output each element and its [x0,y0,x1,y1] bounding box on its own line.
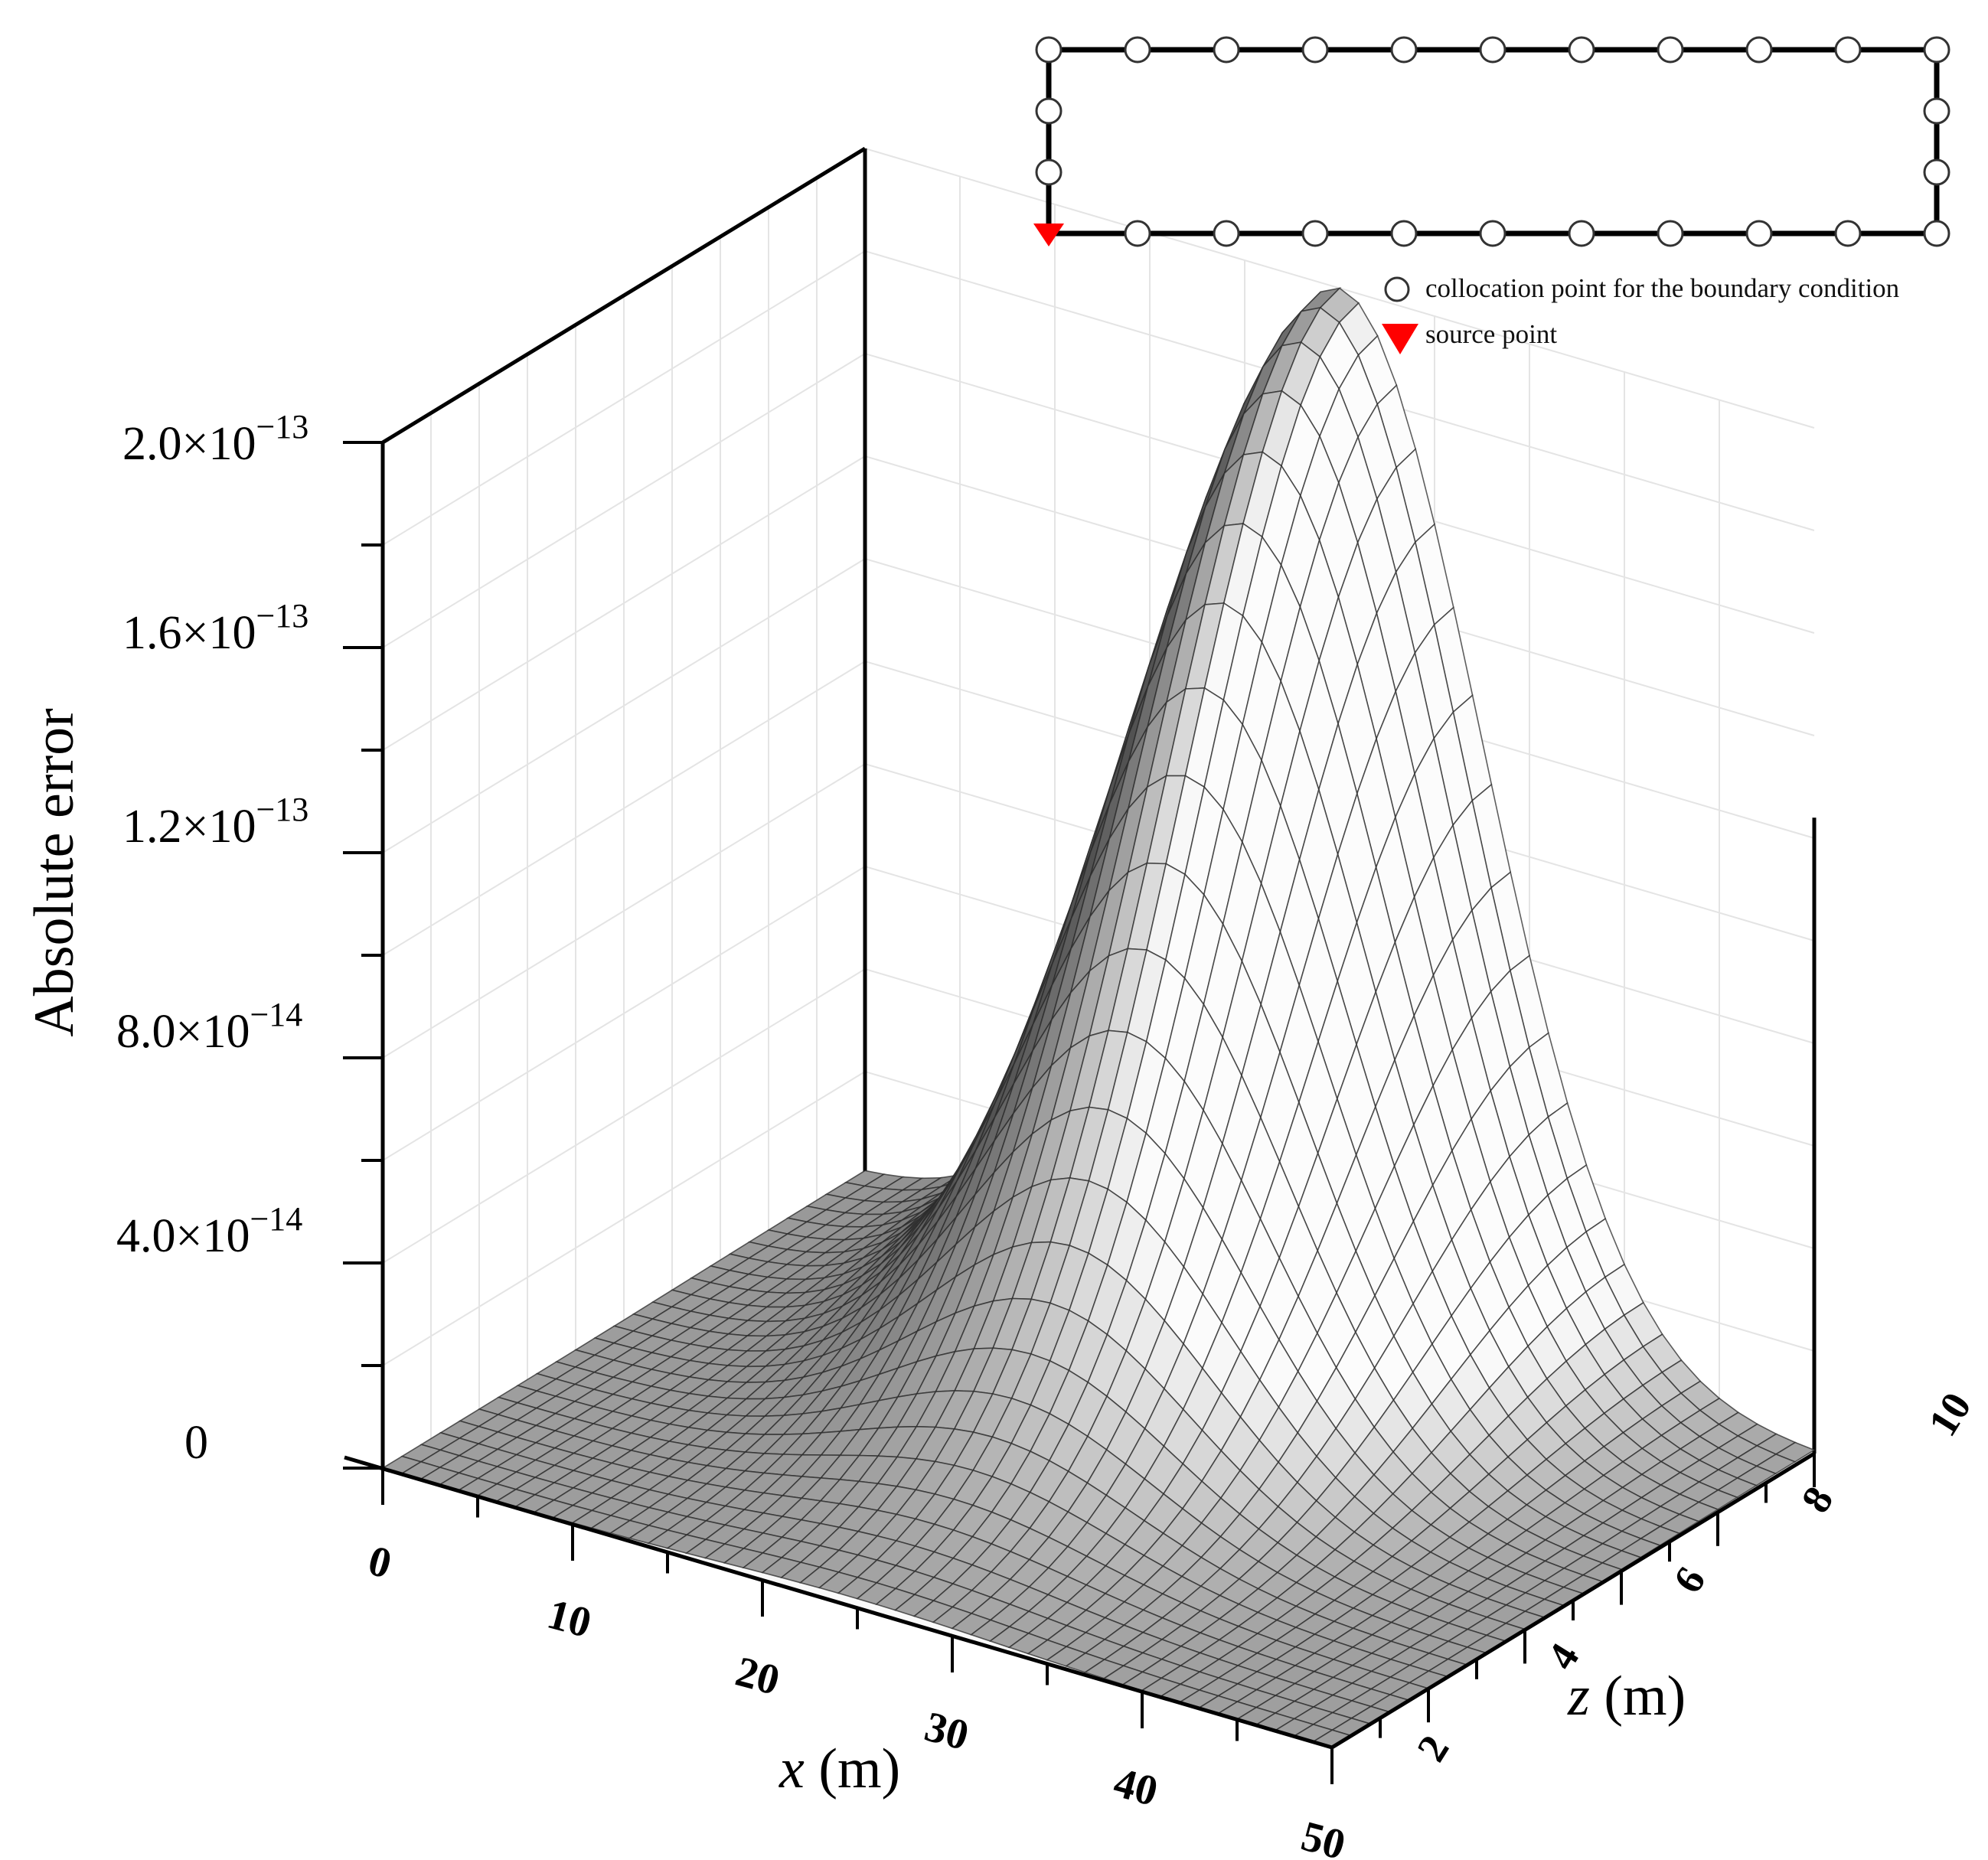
x-tick-label: 40 [1109,1759,1163,1816]
inset-collocation-point [1834,220,1862,247]
inset-collocation-points [1035,36,1950,247]
inset-collocation-point [1301,36,1329,64]
legend-label-source: source point [1425,319,1557,349]
inset-collocation-point [1035,36,1063,64]
z-tick-label: 8.0×10−14 [116,996,302,1058]
inset-collocation-point [1035,97,1063,125]
x-tick-label: 50 [1297,1813,1350,1860]
inset-collocation-point [1035,158,1063,186]
x-tick-label: 10 [543,1591,596,1647]
inset-collocation-point [1568,36,1595,64]
inset-collocation-point [1124,220,1151,247]
inset-collocation-point [1213,36,1240,64]
inset-collocation-point [1923,36,1950,64]
inset-boundary-rect [1046,47,1940,237]
legend-circle-icon [1384,276,1410,302]
x-tick-label: 30 [920,1703,974,1760]
z-depth-axis-label: z (m) [1567,1665,1686,1728]
inset-collocation-point [1390,36,1418,64]
x-axis-label: x (m) [779,1738,900,1800]
legend-label-collocation: collocation point for the boundary condi… [1425,273,1899,303]
inset-collocation-point [1213,220,1240,247]
legend-triangle-icon [1382,324,1418,354]
z-tick-label: 4.0×10−14 [116,1200,302,1262]
inset-collocation-point [1479,220,1507,247]
depth-tick-label: 8 [1792,1479,1842,1521]
inset-collocation-point [1834,36,1862,64]
inset-boundary-diagram [1033,36,1950,247]
wall-frame-line [381,146,867,445]
legend: collocation point for the boundary condi… [1382,273,1899,354]
x-tick-label: 0 [364,1537,397,1588]
depth-tick-label: 2 [1408,1728,1458,1770]
z-tick-label: 2.0×10−13 [122,408,308,470]
inset-collocation-point [1124,36,1151,64]
depth-tick-label: 6 [1664,1559,1714,1601]
inset-collocation-point [1301,220,1329,247]
inset-collocation-point [1657,220,1684,247]
inset-collocation-point [1745,36,1773,64]
error-surface [381,287,1816,1748]
inset-collocation-point [1745,220,1773,247]
inset-collocation-point [1568,220,1595,247]
z-tick-label: 1.6×10−13 [122,597,308,659]
z-tick-labels: 0 4.0×10−14 8.0×10−14 1.2×10−13 1.6×10−1… [116,408,308,1469]
inset-collocation-point [1657,36,1684,64]
inset-collocation-point [1923,220,1950,247]
inset-collocation-point [1923,158,1950,186]
x-tick-label: 20 [731,1648,785,1705]
z-tick-label: 0 [184,1417,208,1469]
axes [343,441,1816,1784]
inset-source-point [1033,224,1064,246]
z-tick-label: 1.2×10−13 [122,791,308,853]
inset-collocation-point [1390,220,1418,247]
inset-collocation-point [1923,97,1950,125]
z-axis-label: Absolute error [23,708,86,1036]
inset-collocation-point [1479,36,1507,64]
depth-tick-label: 10 [1919,1385,1980,1444]
x-axis-line [344,1455,1333,1750]
